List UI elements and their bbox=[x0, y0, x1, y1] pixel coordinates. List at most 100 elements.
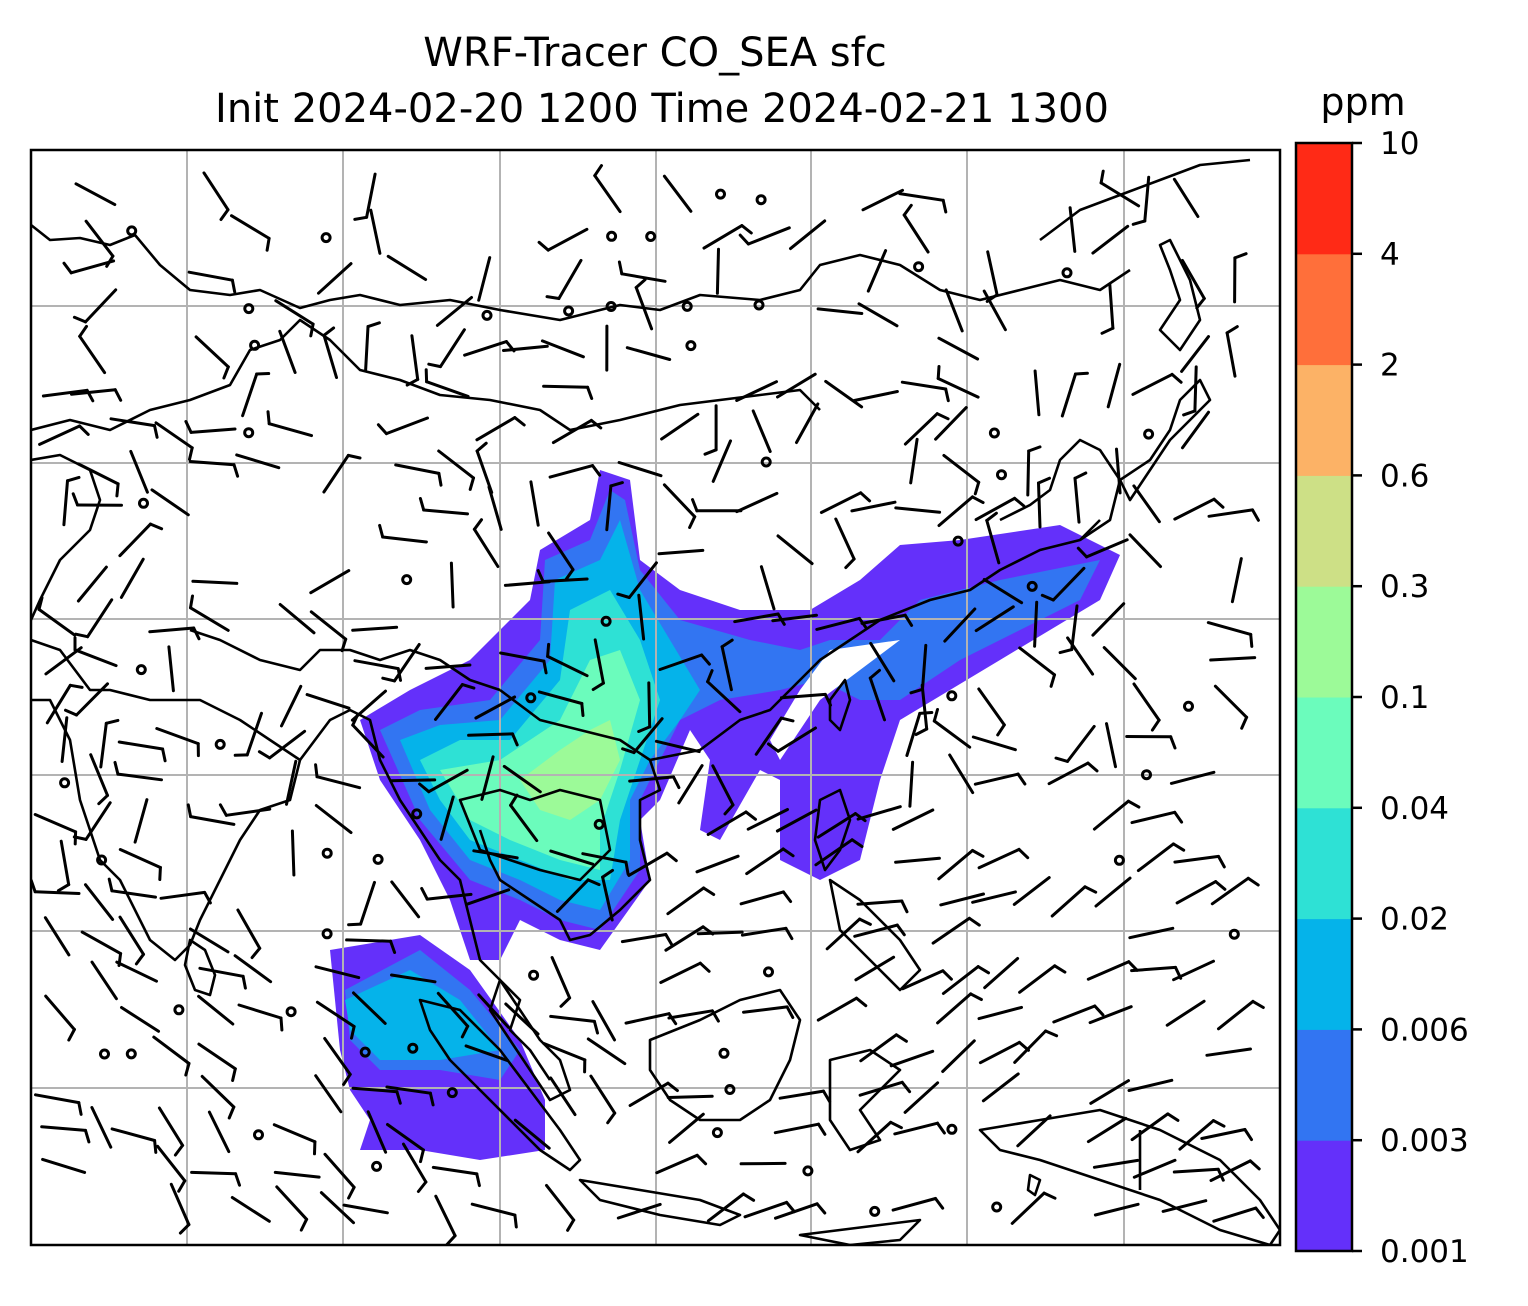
wind-barb bbox=[434, 1194, 457, 1238]
calm-marker bbox=[802, 1165, 814, 1177]
wind-barb bbox=[776, 534, 814, 566]
wind-barb-flag bbox=[241, 974, 247, 990]
wind-barb-flag bbox=[781, 890, 793, 903]
wind-barb-flag bbox=[706, 669, 714, 684]
wind-barb bbox=[99, 721, 108, 769]
wind-barb bbox=[1066, 636, 1095, 676]
wind-barb bbox=[422, 508, 469, 516]
wind-barb bbox=[431, 1165, 479, 1176]
wind-barb bbox=[1180, 258, 1206, 300]
wind-barb-flag bbox=[895, 923, 906, 937]
calm-marker bbox=[135, 664, 147, 676]
wind-barb-flag bbox=[416, 1180, 428, 1193]
wind-barb bbox=[236, 908, 262, 950]
wind-barb bbox=[1099, 181, 1141, 208]
calm-marker bbox=[996, 469, 1007, 481]
wind-barb bbox=[439, 795, 455, 841]
wind-barb bbox=[547, 531, 575, 572]
wind-barb bbox=[662, 483, 697, 519]
wind-barb bbox=[90, 1106, 113, 1149]
wind-barb bbox=[467, 732, 514, 737]
wind-barb bbox=[860, 613, 907, 625]
wind-barb bbox=[499, 651, 546, 663]
calm-marker bbox=[214, 738, 226, 750]
wind-barb bbox=[974, 496, 1017, 522]
wind-barb-flag bbox=[855, 996, 868, 1008]
wind-barb bbox=[581, 852, 628, 864]
wind-barb bbox=[1181, 410, 1210, 450]
wind-barb bbox=[548, 464, 595, 479]
wind-barb bbox=[133, 798, 149, 844]
calm-marker bbox=[715, 188, 726, 200]
wind-barb bbox=[1047, 761, 1090, 786]
colorbar-tick-label: 10 bbox=[1380, 126, 1419, 162]
colorbar-tick-label: 0.3 bbox=[1380, 569, 1429, 605]
wind-barb-flag bbox=[472, 518, 483, 531]
wind-barb-flag bbox=[1058, 648, 1074, 655]
wind-barb bbox=[1143, 175, 1151, 223]
wind-barb bbox=[1130, 810, 1177, 825]
wind-barb bbox=[1010, 1191, 1046, 1225]
wind-barb-flag bbox=[914, 727, 929, 736]
wind-barb bbox=[944, 288, 964, 333]
wind-barb bbox=[1230, 557, 1243, 604]
wind-barb-flag bbox=[580, 702, 585, 717]
wind-barb bbox=[188, 927, 230, 954]
wind-barb-flag bbox=[1173, 810, 1184, 824]
wind-barb bbox=[658, 653, 704, 671]
colorbar-tick-label: 0.003 bbox=[1380, 1123, 1469, 1159]
wind-barb-flag bbox=[1040, 593, 1055, 602]
wind-barb bbox=[634, 286, 654, 331]
wind-barb bbox=[668, 1112, 705, 1144]
wind-barb bbox=[475, 449, 494, 494]
wind-barb-flag bbox=[586, 878, 601, 887]
wind-barb-flag bbox=[546, 642, 551, 658]
wind-barb-flag bbox=[601, 868, 614, 879]
wind-barb bbox=[156, 1144, 187, 1183]
wind-barb bbox=[776, 726, 817, 753]
wind-barb bbox=[742, 1005, 789, 1014]
wind-barb bbox=[931, 916, 971, 945]
calm-marker bbox=[359, 1046, 371, 1058]
wind-barb-flag bbox=[1053, 964, 1067, 974]
wind-barb bbox=[551, 418, 593, 445]
wind-barb bbox=[546, 227, 589, 252]
wind-barb-flag bbox=[419, 1148, 425, 1164]
wind-barb bbox=[632, 717, 664, 755]
wind-barb-flag bbox=[266, 410, 271, 426]
wind-barb-flag bbox=[971, 495, 985, 505]
colorbar-swatch bbox=[1296, 697, 1352, 809]
colorbar-swatches bbox=[1296, 143, 1352, 1252]
wind-barb bbox=[45, 683, 72, 725]
wind-barb bbox=[117, 740, 165, 751]
wind-barb-flag bbox=[1049, 673, 1056, 688]
calm-marker bbox=[946, 690, 958, 702]
wind-barb bbox=[1037, 481, 1042, 529]
wind-barb-flag bbox=[1016, 772, 1027, 786]
wind-barb-flag bbox=[902, 203, 913, 217]
wind-barb-flag bbox=[779, 716, 795, 723]
wind-barb-flag bbox=[1073, 471, 1088, 480]
wind-barb-flag bbox=[232, 463, 240, 478]
wind-barb-flag bbox=[744, 810, 757, 821]
wind-barb bbox=[711, 764, 735, 807]
wind-barb-flag bbox=[710, 1009, 720, 1023]
wind-barb-flag bbox=[1171, 842, 1186, 852]
wind-barb bbox=[1052, 1004, 1097, 1024]
wind-barb bbox=[695, 854, 740, 874]
wind-barb-flag bbox=[823, 692, 832, 707]
wind-barb bbox=[84, 288, 118, 324]
wind-barb bbox=[118, 848, 162, 869]
calm-marker bbox=[371, 1160, 383, 1172]
wind-barb-flag bbox=[513, 1213, 518, 1229]
wind-barb-flag bbox=[1083, 885, 1098, 894]
colorbar-swatch bbox=[1296, 143, 1352, 255]
wind-barb bbox=[44, 994, 76, 1031]
wind-barb bbox=[89, 753, 109, 797]
wind-barb-flag bbox=[366, 321, 381, 329]
wind-barb bbox=[1051, 566, 1086, 602]
wind-barb bbox=[1212, 1206, 1258, 1223]
wind-barb bbox=[41, 1157, 87, 1174]
wind-barb-flag bbox=[616, 592, 631, 599]
wind-barb bbox=[1068, 206, 1077, 253]
